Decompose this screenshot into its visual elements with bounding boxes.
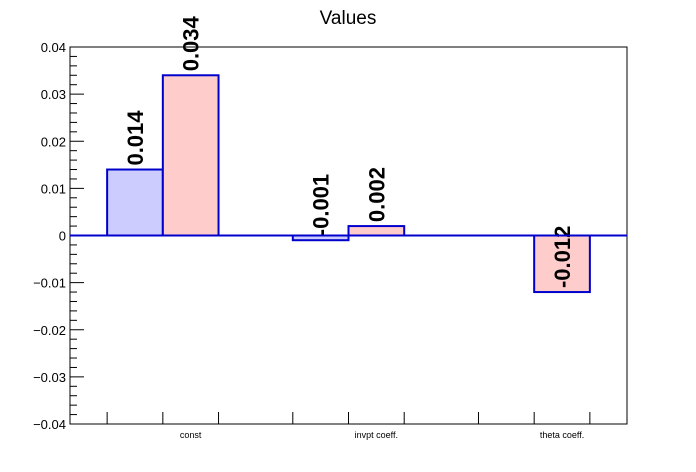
bar [533,234,591,294]
y-tick-label: 0.02 [41,134,66,149]
x-tick-label: theta coeff. [540,430,584,440]
bar [161,74,220,237]
y-tick-label: −0.02 [33,323,66,338]
y-tick-label: 0.04 [41,40,66,55]
y-tick-label: −0.01 [33,276,66,291]
data-label: 0.014 [123,110,148,166]
y-tick-label: 0.01 [41,181,66,196]
bar [106,168,164,237]
bar [347,225,406,237]
data-label: 0.002 [364,167,389,222]
y-tick-label: −0.03 [33,370,66,385]
plot-area: −0.04 −0.03 −0.02 −0.01 0 0.01 0.02 0.03 0.04 con… [33,15,628,440]
y-tick-label: 0 [59,229,66,244]
data-label: -0.001 [309,174,334,236]
data-label: 0.034 [179,15,204,71]
x-tick-label: invpt coeff. [355,430,398,440]
y-tick-label: −0.04 [33,417,66,432]
x-tick-label: const [180,430,202,440]
chart-title: Values [320,8,377,29]
y-tick-label: 0.03 [41,87,66,102]
